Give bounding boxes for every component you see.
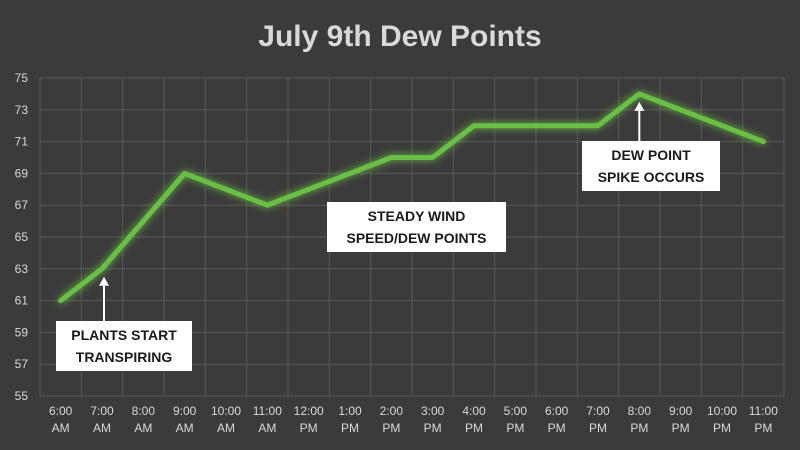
x-tick-label: 6:00 PM xyxy=(545,404,569,435)
x-tick-label: 11:00 AM xyxy=(253,404,282,435)
x-tick-label: 7:00 AM xyxy=(90,404,114,435)
annotation-arrow xyxy=(634,101,645,141)
data-point xyxy=(389,155,394,160)
data-point xyxy=(513,123,518,128)
series-layer xyxy=(58,91,766,304)
data-point xyxy=(58,298,63,303)
x-tick-label: 10:00 PM xyxy=(707,404,737,435)
y-tick-label: 73 xyxy=(15,103,29,117)
annotation-text: TRANSPIRING xyxy=(75,349,173,365)
data-point xyxy=(348,171,352,176)
y-tick-label: 63 xyxy=(15,262,29,276)
x-tick-label: 4:00 PM xyxy=(462,404,486,435)
data-point xyxy=(100,266,104,271)
data-point xyxy=(637,91,642,96)
annotation-text: STEADY WIND xyxy=(367,208,466,224)
data-point xyxy=(430,155,435,160)
series-line xyxy=(58,91,766,304)
x-tick-label: 3:00 PM xyxy=(421,404,445,435)
x-tick-label: 7:00 PM xyxy=(586,404,610,435)
y-tick-label: 69 xyxy=(15,166,29,180)
x-tick-label: 5:00 PM xyxy=(504,404,528,435)
data-point xyxy=(141,219,146,224)
chart-title: July 9th Dew Points xyxy=(258,20,541,53)
data-point xyxy=(472,123,476,128)
y-axis-ticks: 55 57 59 61 63 65 67 69 71 73 75 xyxy=(15,71,29,403)
data-point xyxy=(265,203,270,208)
x-axis-ticks: 6:00 AM 7:00 AM 8:00 AM 9:00 AM 10:00 AM 11:00 AM 12… xyxy=(49,404,778,435)
y-tick-label: 59 xyxy=(15,325,29,339)
x-tick-label: 6:00 AM xyxy=(49,404,73,435)
x-tick-label: 12:00 PM xyxy=(294,404,324,435)
x-tick-label: 8:00 AM xyxy=(132,404,156,435)
annotation-steady-wind: STEADY WIND SPEED/DEW POINTS xyxy=(327,202,506,252)
y-tick-label: 61 xyxy=(15,294,29,308)
y-tick-label: 75 xyxy=(15,71,29,85)
y-tick-label: 65 xyxy=(15,230,29,244)
data-point xyxy=(554,123,559,128)
data-point xyxy=(678,107,683,112)
annotation-text: PLANTS START xyxy=(71,327,177,343)
x-tick-label: 9:00 PM xyxy=(669,404,693,435)
annotation-text: SPIKE OCCURS xyxy=(597,169,705,185)
annotation-dew-point-spike: DEW POINT SPIKE OCCURS xyxy=(582,141,720,191)
data-point xyxy=(306,187,311,192)
x-tick-label: 1:00 PM xyxy=(338,404,362,435)
annotation-arrows xyxy=(99,101,645,321)
data-point xyxy=(182,171,187,176)
y-tick-label: 67 xyxy=(15,198,29,212)
annotation-text: DEW POINT xyxy=(611,147,691,163)
data-point xyxy=(596,123,600,128)
annotation-text: SPEED/DEW POINTS xyxy=(346,230,487,246)
data-point xyxy=(720,123,724,128)
x-tick-label: 10:00 AM xyxy=(211,404,241,435)
data-point xyxy=(224,187,228,192)
data-point xyxy=(761,139,766,144)
x-tick-label: 9:00 AM xyxy=(173,404,197,435)
annotation-arrow xyxy=(99,276,109,321)
x-tick-label: 8:00 PM xyxy=(628,404,652,435)
y-tick-label: 57 xyxy=(15,357,29,371)
annotation-plants-start: PLANTS START TRANSPIRING xyxy=(56,321,192,371)
y-tick-label: 55 xyxy=(15,389,29,403)
x-tick-label: 11:00 PM xyxy=(749,404,778,435)
x-tick-label: 2:00 PM xyxy=(380,404,404,435)
y-tick-label: 71 xyxy=(15,135,29,149)
